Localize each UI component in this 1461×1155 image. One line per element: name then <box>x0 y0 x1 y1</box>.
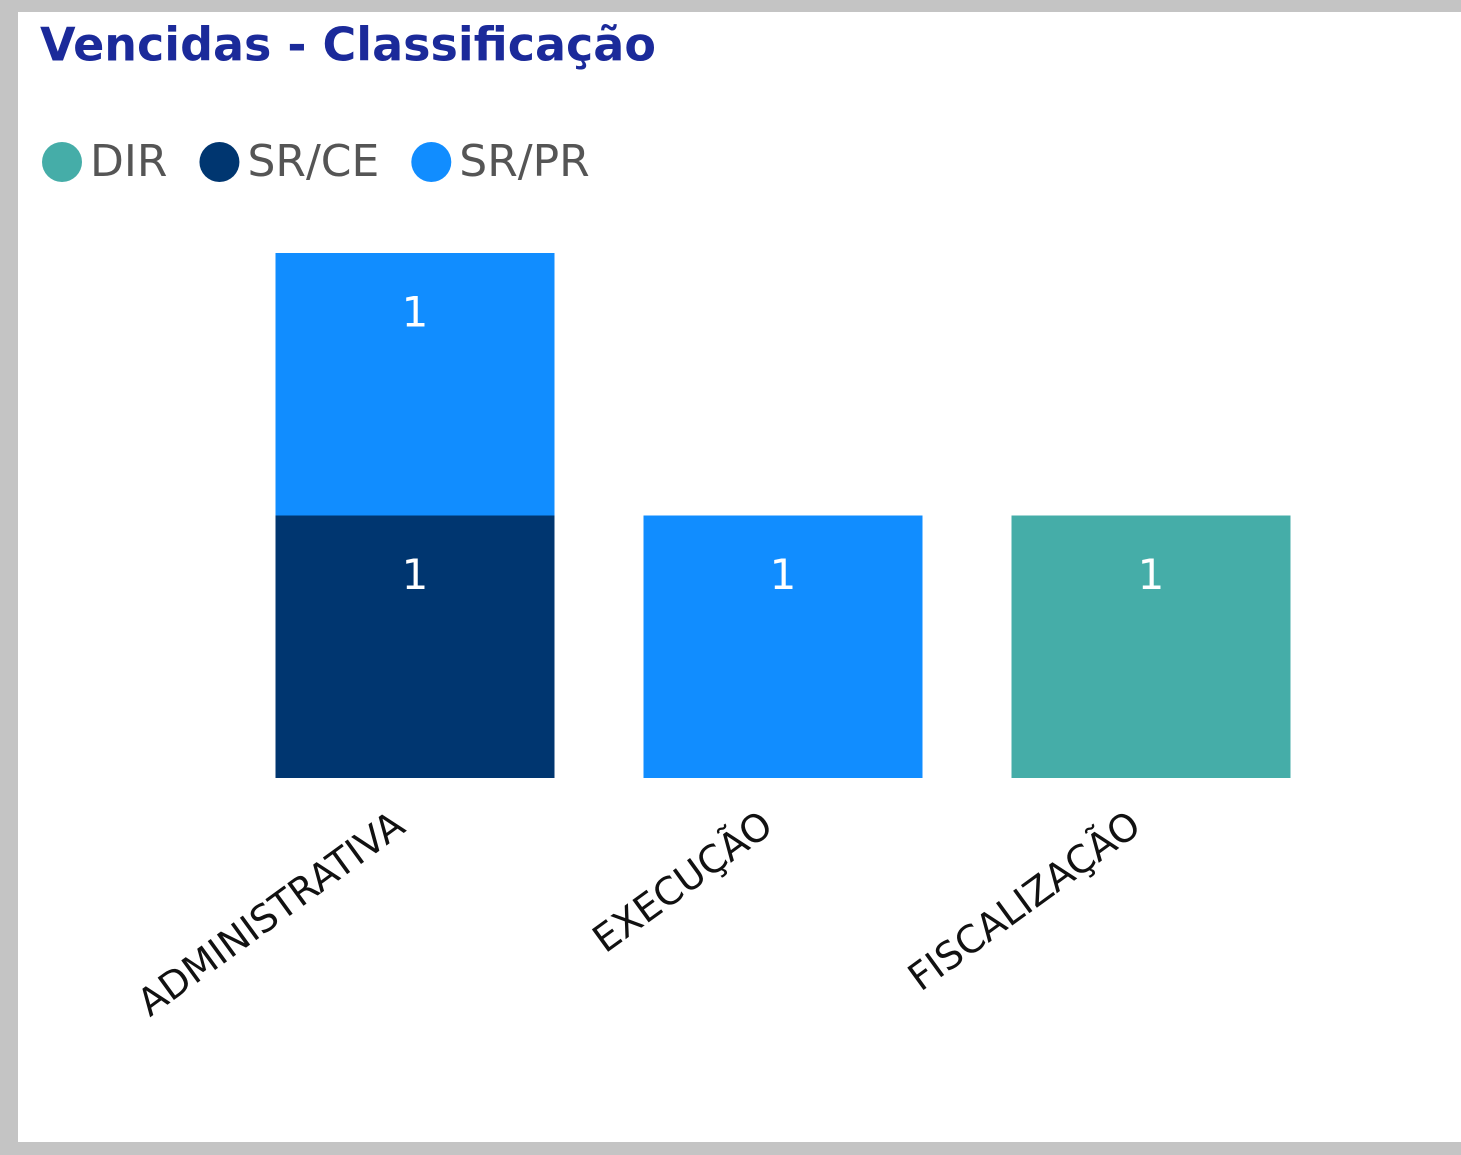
value-label: 1 <box>770 550 797 599</box>
bar-segment <box>1011 515 1291 778</box>
legend-marker <box>411 142 452 182</box>
legend-label: SR/PR <box>459 136 589 187</box>
legend-marker <box>42 142 82 182</box>
value-label: 1 <box>1138 550 1165 599</box>
value-label: 1 <box>402 550 429 599</box>
bar-segment <box>275 515 555 778</box>
chart-title: Vencidas - Classificação <box>40 18 656 72</box>
legend-label: SR/CE <box>247 136 379 187</box>
value-label: 1 <box>402 288 429 337</box>
legend-marker <box>199 142 240 182</box>
legend-label: DIR <box>90 136 167 187</box>
bar-segment <box>275 253 555 516</box>
bar-segment <box>643 515 923 778</box>
